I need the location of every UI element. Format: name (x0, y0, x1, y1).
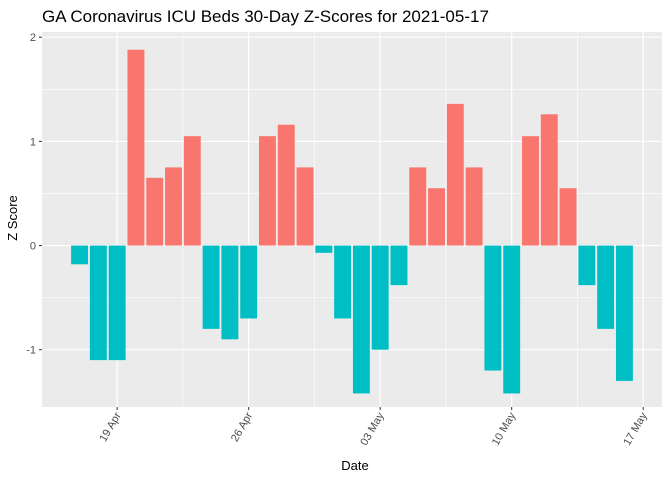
bar (127, 49, 145, 246)
x-axis-title: Date (341, 458, 368, 473)
bar (183, 136, 201, 246)
bar (578, 245, 596, 286)
panel-background (42, 32, 662, 407)
bar (240, 245, 258, 319)
bar (334, 245, 352, 319)
chart-title: GA Coronavirus ICU Beds 30-Day Z-Scores … (42, 7, 489, 26)
bar (446, 103, 464, 246)
y-tick-label: 1 (30, 136, 36, 148)
bar (371, 245, 389, 350)
bar (615, 245, 633, 381)
bar (597, 245, 615, 329)
x-tick-label: 19 Apr (97, 410, 123, 444)
x-tick-label: 10 May (490, 410, 519, 448)
y-tick-label: -1 (26, 345, 36, 357)
bar (352, 245, 370, 394)
bar (465, 167, 483, 246)
bar (89, 245, 107, 361)
bar (540, 114, 558, 246)
bar (484, 245, 502, 371)
bar (409, 167, 427, 246)
bar (202, 245, 220, 329)
y-axis-title: Z Score (5, 195, 20, 241)
bar (315, 245, 333, 253)
y-axis: -1 0 1 2 (26, 32, 42, 357)
bar (390, 245, 408, 286)
y-tick-label: 2 (30, 32, 36, 44)
bar (146, 177, 164, 246)
bar (522, 136, 539, 246)
x-tick-label: 17 May (621, 410, 650, 448)
y-tick-label: 0 (30, 241, 36, 253)
bar (259, 136, 276, 246)
bar (221, 245, 239, 340)
x-tick-label: 03 May (358, 410, 387, 448)
bar (428, 188, 445, 246)
bar (277, 124, 295, 246)
bars (71, 49, 633, 394)
bar (503, 245, 521, 394)
grid-lines (42, 32, 662, 407)
plot-panel (42, 32, 662, 407)
bar (559, 188, 577, 246)
bar (108, 245, 126, 361)
bar (296, 167, 314, 246)
x-tick-label: 26 Apr (229, 410, 255, 444)
x-axis: 19 Apr 26 Apr 03 May 10 May 17 May (97, 407, 650, 448)
bar (165, 167, 182, 246)
bar (71, 245, 89, 265)
